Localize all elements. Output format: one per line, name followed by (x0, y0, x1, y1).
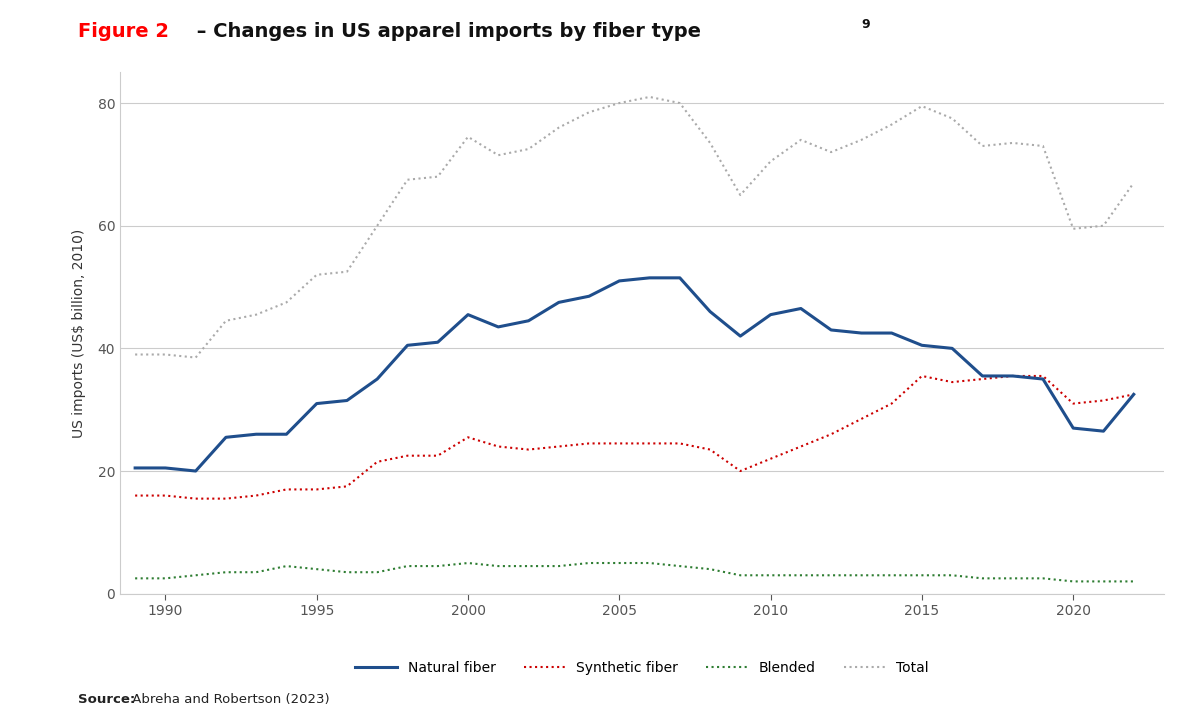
Text: Source:: Source: (78, 693, 136, 706)
Text: – Changes in US apparel imports by fiber type: – Changes in US apparel imports by fiber… (190, 22, 701, 41)
Y-axis label: US imports (US$ billion, 2010): US imports (US$ billion, 2010) (72, 228, 86, 438)
Text: Figure 2: Figure 2 (78, 22, 169, 41)
Text: 9: 9 (862, 18, 870, 31)
Legend: Natural fiber, Synthetic fiber, Blended, Total: Natural fiber, Synthetic fiber, Blended,… (349, 655, 935, 681)
Text: Abreha and Robertson (2023): Abreha and Robertson (2023) (128, 693, 330, 706)
